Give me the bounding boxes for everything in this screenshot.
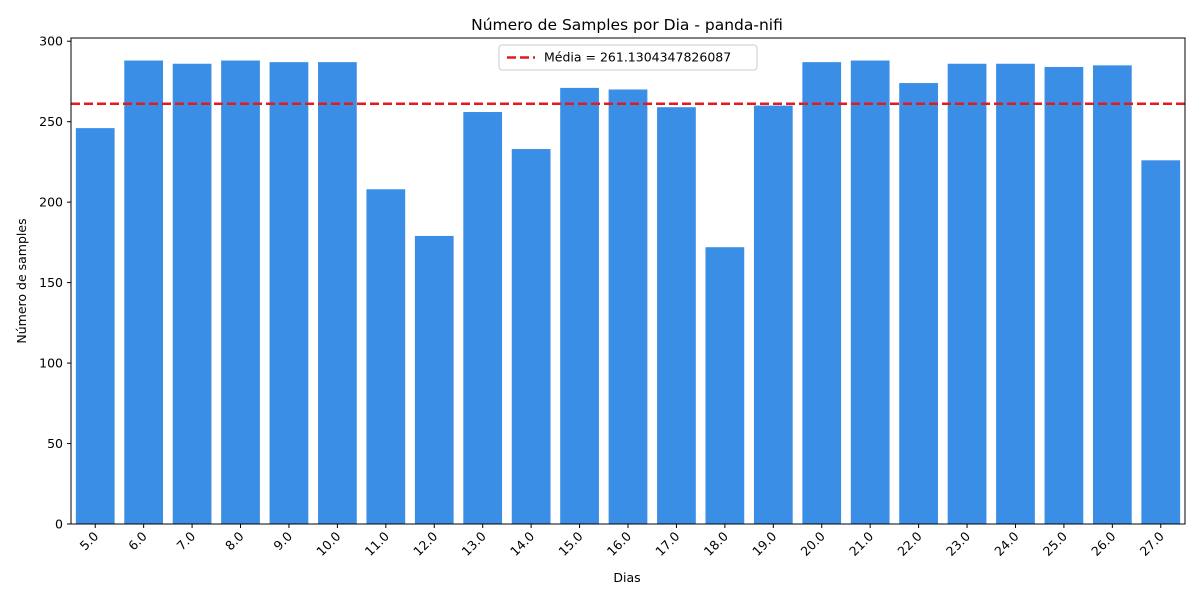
- bar-9.0: [269, 62, 309, 525]
- y-axis-title: Número de samples: [14, 218, 29, 343]
- bar-12.0: [414, 235, 454, 524]
- bar-8.0: [221, 60, 260, 525]
- x-tick-label: 5.0: [77, 528, 102, 553]
- x-tick-label: 9.0: [270, 528, 295, 553]
- bar-21.0: [850, 60, 890, 525]
- x-tick-label: 11.0: [362, 528, 392, 558]
- bar-22.0: [899, 83, 938, 524]
- y-tick-label: 200: [39, 195, 63, 210]
- bar-18.0: [705, 247, 745, 524]
- legend: Média = 261.1304347826087: [498, 44, 758, 71]
- chart-title: Número de Samples por Dia - panda-nifi: [471, 16, 783, 34]
- x-tick-label: 10.0: [313, 528, 343, 558]
- bar-10.0: [318, 62, 357, 525]
- x-tick-label: 19.0: [749, 528, 779, 558]
- x-tick-label: 26.0: [1088, 528, 1118, 558]
- x-tick-label: 21.0: [846, 528, 876, 558]
- x-tick-label: 27.0: [1137, 528, 1167, 558]
- bar-25.0: [1044, 66, 1084, 524]
- bar-17.0: [657, 107, 696, 525]
- bar-23.0: [947, 63, 987, 524]
- x-tick-label: 24.0: [991, 528, 1021, 558]
- y-tick-label: 50: [47, 436, 63, 451]
- y-tick-label: 250: [39, 114, 63, 129]
- bar-13.0: [463, 112, 503, 524]
- legend-mean-label: Média = 261.1304347826087: [544, 50, 731, 65]
- bar-20.0: [802, 62, 842, 525]
- x-tick-label: 7.0: [174, 528, 199, 553]
- x-tick-label: 25.0: [1040, 528, 1070, 558]
- bar-7.0: [172, 63, 212, 524]
- bar-24.0: [996, 63, 1035, 524]
- bars-layer: [75, 60, 1181, 525]
- x-axis: 5.0 6.0 7.0 8.0 9.0 10.0 11.0 12.0 13.0 14.0 15.0 1…: [77, 524, 1167, 559]
- y-tick-label: 300: [39, 34, 63, 49]
- bar-19.0: [753, 105, 793, 524]
- y-tick-label: 0: [55, 517, 63, 532]
- y-tick-label: 100: [39, 356, 63, 371]
- x-tick-label: 22.0: [894, 528, 924, 558]
- bar-5.0: [75, 128, 115, 524]
- x-tick-label: 8.0: [222, 528, 247, 553]
- x-axis-title: Dias: [613, 570, 640, 585]
- x-tick-label: 23.0: [943, 528, 973, 558]
- x-tick-label: 18.0: [701, 528, 731, 558]
- x-tick-label: 12.0: [410, 528, 440, 558]
- x-tick-label: 16.0: [604, 528, 634, 558]
- bar-26.0: [1092, 65, 1132, 525]
- y-axis: 0 50 100 150 200 250 300: [39, 34, 71, 532]
- bar-14.0: [511, 149, 551, 524]
- bar-27.0: [1141, 160, 1181, 525]
- bar-15.0: [560, 87, 599, 524]
- x-tick-label: 15.0: [555, 528, 585, 558]
- bar-11.0: [366, 189, 406, 524]
- x-tick-label: 14.0: [507, 528, 537, 558]
- x-tick-label: 6.0: [125, 528, 150, 553]
- bar-16.0: [608, 89, 648, 524]
- bar-6.0: [124, 60, 164, 525]
- legend-box: [498, 44, 758, 71]
- x-tick-label: 17.0: [652, 528, 682, 558]
- y-tick-label: 150: [39, 275, 63, 290]
- x-tick-label: 20.0: [798, 528, 828, 558]
- x-tick-label: 13.0: [459, 528, 489, 558]
